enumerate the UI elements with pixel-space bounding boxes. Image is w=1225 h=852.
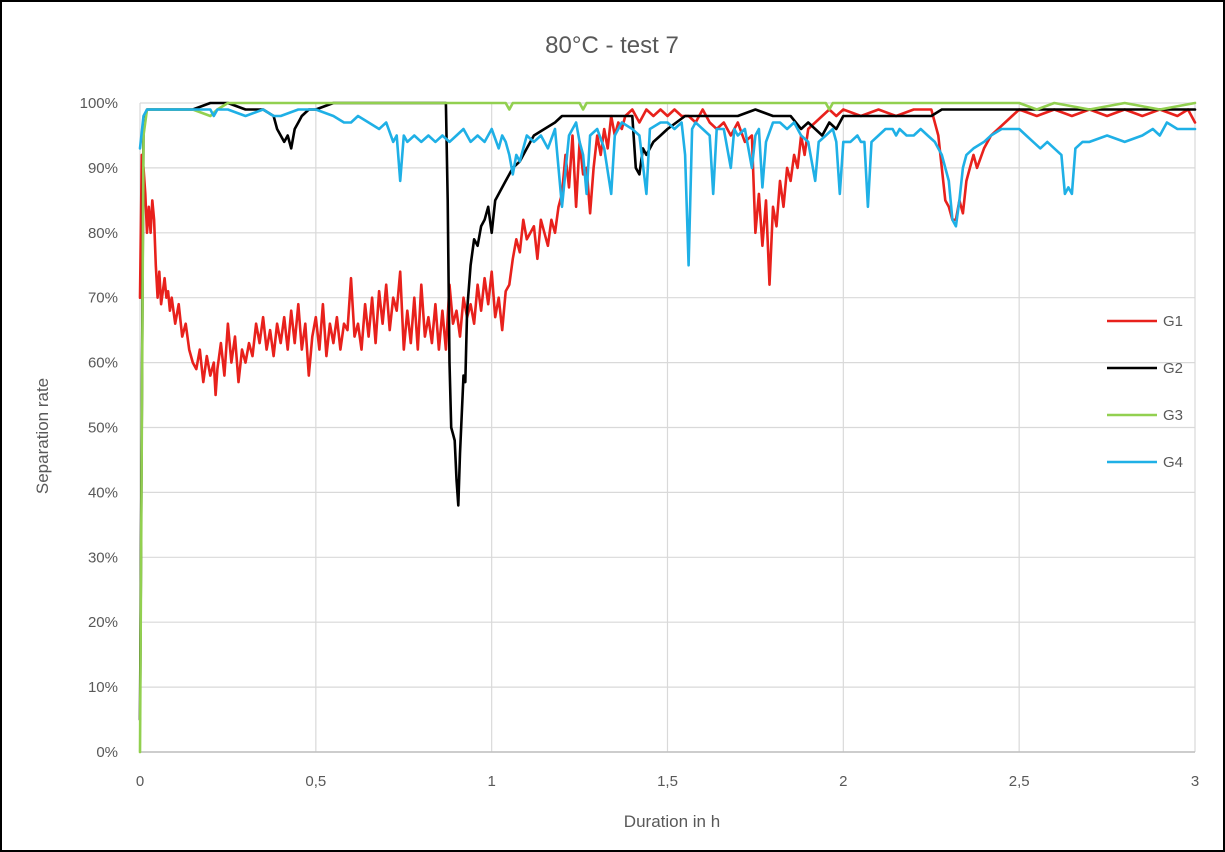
y-tick-label-0: 0% bbox=[96, 744, 118, 761]
y-tick-label-3: 30% bbox=[88, 549, 118, 566]
legend-label-g3: G3 bbox=[1163, 407, 1183, 424]
x-tick-label-0: 0 bbox=[136, 773, 144, 790]
chart-title: 80°C - test 7 bbox=[545, 32, 679, 59]
y-axis-title: Separation rate bbox=[33, 378, 52, 494]
x-tick-label-2: 1 bbox=[487, 773, 495, 790]
y-tick-label-4: 40% bbox=[88, 484, 118, 501]
y-tick-label-9: 90% bbox=[88, 160, 118, 177]
gridlines bbox=[139, 102, 1196, 753]
y-tick-label-10: 100% bbox=[80, 95, 118, 112]
series-lines bbox=[138, 101, 1197, 754]
x-tick-label-3: 1,5 bbox=[657, 773, 678, 790]
x-tick-label-4: 2 bbox=[839, 773, 847, 790]
y-tick-label-1: 10% bbox=[88, 679, 118, 696]
legend-label-g1: G1 bbox=[1163, 313, 1183, 330]
x-tick-label-1: 0,5 bbox=[305, 773, 326, 790]
y-axis-ticks: 0% 10% 20% 30% 40% 50% 60% 70% 80% 90% 100% bbox=[80, 95, 118, 761]
legend-label-g2: G2 bbox=[1163, 360, 1183, 377]
y-tick-label-5: 50% bbox=[88, 420, 118, 437]
y-tick-label-7: 70% bbox=[88, 290, 118, 307]
x-axis-ticks: 0 0,5 1 1,5 2 2,5 3 bbox=[136, 773, 1199, 790]
y-tick-label-6: 60% bbox=[88, 355, 118, 372]
x-tick-label-5: 2,5 bbox=[1009, 773, 1030, 790]
y-tick-label-2: 20% bbox=[88, 614, 118, 631]
x-tick-label-6: 3 bbox=[1191, 773, 1199, 790]
x-axis-title: Duration in h bbox=[624, 812, 720, 831]
series-line-g3 bbox=[138, 101, 1197, 754]
series-line-g1 bbox=[138, 108, 1197, 397]
series-line-g2 bbox=[138, 101, 1197, 721]
legend: G1 G2 G3 G4 bbox=[1107, 313, 1183, 471]
y-tick-label-8: 80% bbox=[88, 225, 118, 242]
series-line-g4 bbox=[138, 108, 1197, 267]
legend-label-g4: G4 bbox=[1163, 454, 1183, 471]
